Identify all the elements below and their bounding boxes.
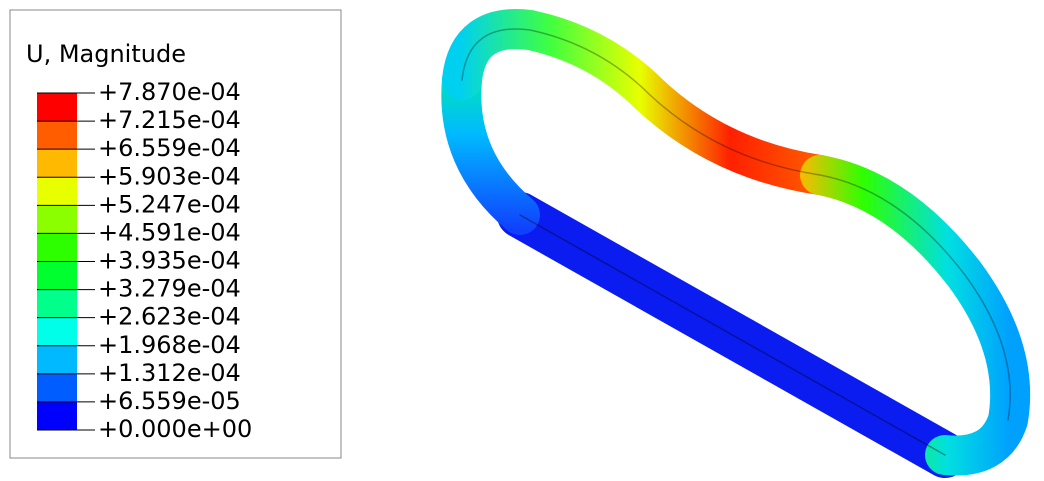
legend-label: +5.903e-04 bbox=[98, 162, 241, 190]
color-band bbox=[37, 233, 77, 261]
color-band bbox=[37, 93, 77, 121]
legend-label: +2.623e-04 bbox=[98, 303, 241, 331]
legend-label: +1.968e-04 bbox=[98, 331, 241, 359]
color-band bbox=[37, 205, 77, 233]
color-band bbox=[37, 262, 77, 290]
edge bbox=[520, 215, 945, 455]
legend-label: +6.559e-05 bbox=[98, 387, 241, 415]
color-band bbox=[37, 374, 77, 402]
color-bar: +7.870e-04+7.215e-04+6.559e-04+5.903e-04… bbox=[37, 78, 252, 443]
legend-label: +7.870e-04 bbox=[98, 78, 241, 106]
color-band bbox=[37, 346, 77, 374]
legend-label: +0.000e+00 bbox=[98, 415, 252, 443]
color-band bbox=[37, 290, 77, 318]
legend-label: +3.279e-04 bbox=[98, 275, 241, 303]
ring-left bbox=[461, 80, 520, 215]
legend-label: +1.312e-04 bbox=[98, 359, 241, 387]
color-band bbox=[37, 402, 77, 430]
color-band bbox=[37, 318, 77, 346]
legend-title: U, Magnitude bbox=[26, 40, 186, 68]
legend-label: +6.559e-04 bbox=[98, 134, 241, 162]
model bbox=[461, 29, 1010, 456]
color-band bbox=[37, 149, 77, 177]
legend-label: +4.591e-04 bbox=[98, 218, 241, 246]
legend-label: +7.215e-04 bbox=[98, 106, 241, 134]
viewport: U, Magnitude +7.870e-04+7.215e-04+6.559e… bbox=[0, 0, 1044, 481]
ring-top bbox=[462, 29, 820, 175]
color-band bbox=[37, 121, 77, 149]
legend-label: +5.247e-04 bbox=[98, 190, 241, 218]
legend-label: +3.935e-04 bbox=[98, 247, 241, 275]
color-band bbox=[37, 177, 77, 205]
